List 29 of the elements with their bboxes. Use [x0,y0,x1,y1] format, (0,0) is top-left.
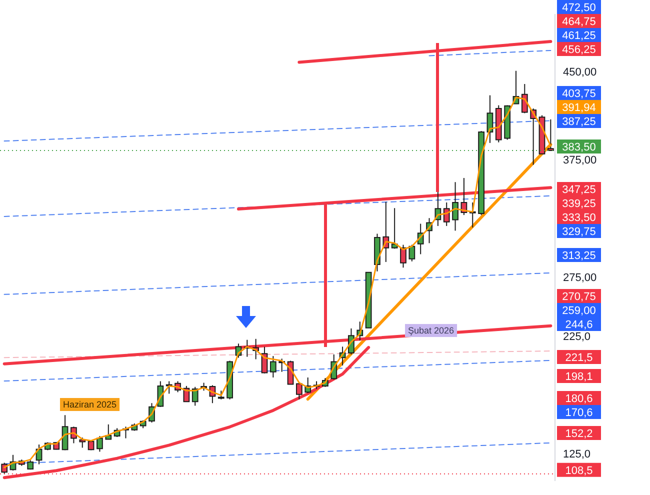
text: 339,25 [562,198,596,210]
text: 329,75 [562,226,596,238]
y-tick-label: 275,00 [563,272,597,284]
text: 347,25 [562,184,596,196]
text: 170,6 [565,407,593,420]
text: 333,50 [562,212,596,224]
text: 244,6 [565,319,593,332]
y-tick-label: 450,00 [563,66,597,78]
text: 180,6 [565,393,593,406]
annotation: Şubat 2026 [408,325,454,336]
text: 391,94 [562,102,596,114]
text: 461,25 [562,30,596,42]
text: 403,75 [562,88,596,100]
annotation: Haziran 2025 [63,399,117,410]
text: 456,25 [562,44,596,56]
y-tick-label: 225,0 [563,330,591,343]
text: 472,50 [562,2,596,14]
text: 198,1 [565,371,593,384]
text: 152,2 [565,428,593,440]
text: 313,25 [562,250,596,262]
text: 387,25 [562,116,596,128]
y-tick-label: 125,0 [563,448,591,461]
text: 259,00 [562,305,596,318]
ref-line-label: 108,5 [565,464,593,477]
text: 270,75 [562,291,596,304]
text: 464,75 [562,16,596,28]
y-tick-label: 375,00 [563,154,597,166]
ref-line-label: 383,50 [562,141,596,154]
text: 221,5 [565,352,593,364]
